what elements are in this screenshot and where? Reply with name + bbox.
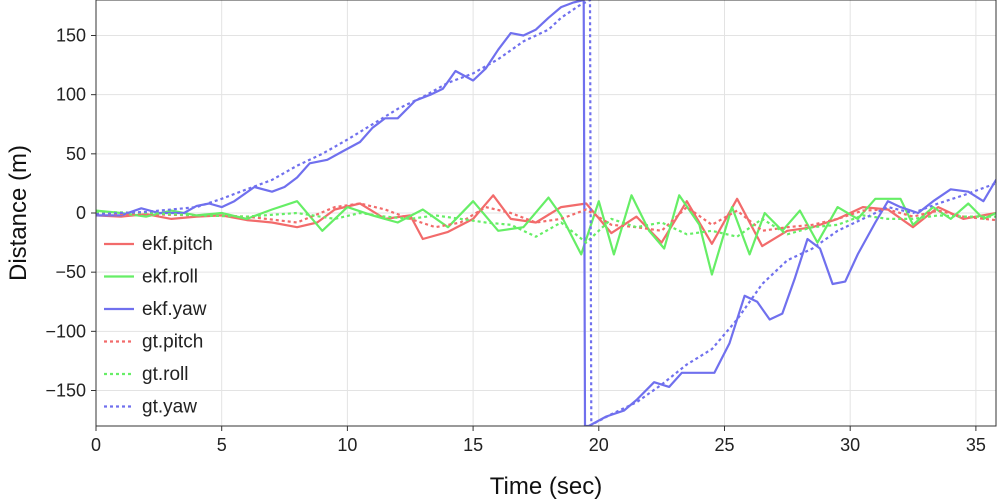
- legend-item: gt.roll: [104, 364, 188, 385]
- y-tick-label: 100: [56, 85, 86, 105]
- series-line-gt-yaw: [96, 0, 996, 426]
- legend-item: ekf.roll: [104, 267, 198, 288]
- x-tick-label: 10: [337, 435, 357, 455]
- ticks: 0 5 10 15 20 25 30 35 −150 −100 −50 0 50 100 150: [45, 26, 985, 456]
- series-line-gt-pitch: [96, 202, 996, 232]
- x-tick-label: 15: [463, 435, 483, 455]
- legend-label: ekf.pitch: [142, 234, 213, 255]
- legend-item: ekf.pitch: [104, 234, 213, 255]
- legend: ekf.pitch ekf.roll ekf.yaw gt.pitch gt.roll g…: [104, 234, 213, 418]
- y-tick-label: −100: [45, 321, 86, 341]
- legend-item: gt.pitch: [104, 332, 203, 353]
- x-axis-title: Time (sec): [490, 473, 602, 499]
- x-tick-label: 25: [714, 435, 734, 455]
- series-line-gt-roll: [96, 210, 996, 244]
- legend-label: ekf.roll: [142, 267, 198, 288]
- grid: [95, 0, 996, 426]
- legend-item: ekf.yaw: [104, 299, 207, 320]
- y-tick-label: 0: [76, 203, 86, 223]
- y-tick-label: −50: [55, 262, 86, 282]
- series-layer: [96, 0, 996, 426]
- legend-label: gt.pitch: [142, 332, 203, 353]
- x-tick-label: 30: [840, 435, 860, 455]
- series-line-ekf-pitch: [96, 194, 996, 248]
- y-tick-label: 150: [56, 26, 86, 46]
- x-tick-label: 35: [966, 435, 986, 455]
- legend-label: gt.roll: [142, 364, 188, 385]
- x-tick-label: 20: [589, 435, 609, 455]
- y-tick-label: 50: [66, 144, 86, 164]
- legend-label: gt.yaw: [142, 397, 197, 418]
- x-tick-label: 0: [91, 435, 101, 455]
- series-line-ekf-roll: [96, 194, 996, 276]
- legend-item: gt.yaw: [104, 397, 197, 418]
- series-line-ekf-yaw: [96, 0, 996, 426]
- y-tick-label: −150: [45, 381, 86, 401]
- y-axis-title: Distance (m): [5, 145, 32, 281]
- legend-label: ekf.yaw: [142, 299, 207, 320]
- x-tick-label: 5: [217, 435, 227, 455]
